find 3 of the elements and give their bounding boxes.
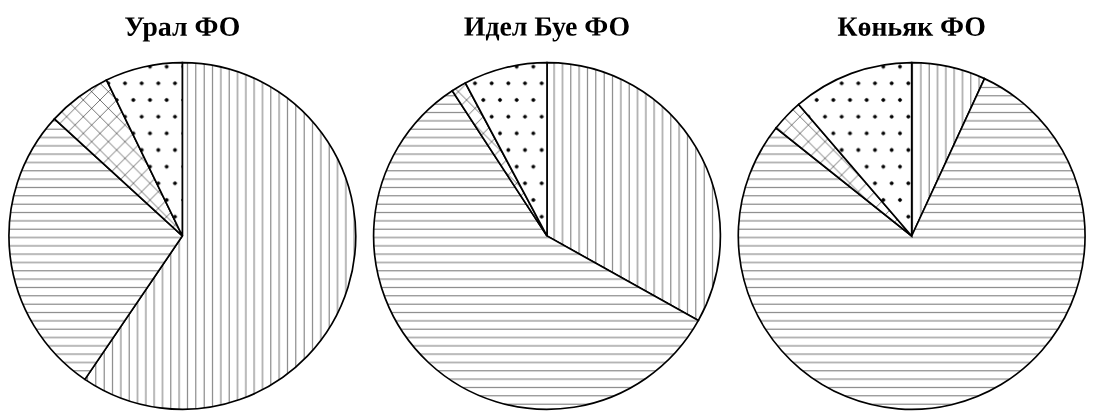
chart-title: Урал ФО — [125, 17, 239, 42]
chart-title: Көньяк ФО — [837, 17, 985, 36]
chart-title: Идел Буе ФО — [464, 17, 629, 42]
